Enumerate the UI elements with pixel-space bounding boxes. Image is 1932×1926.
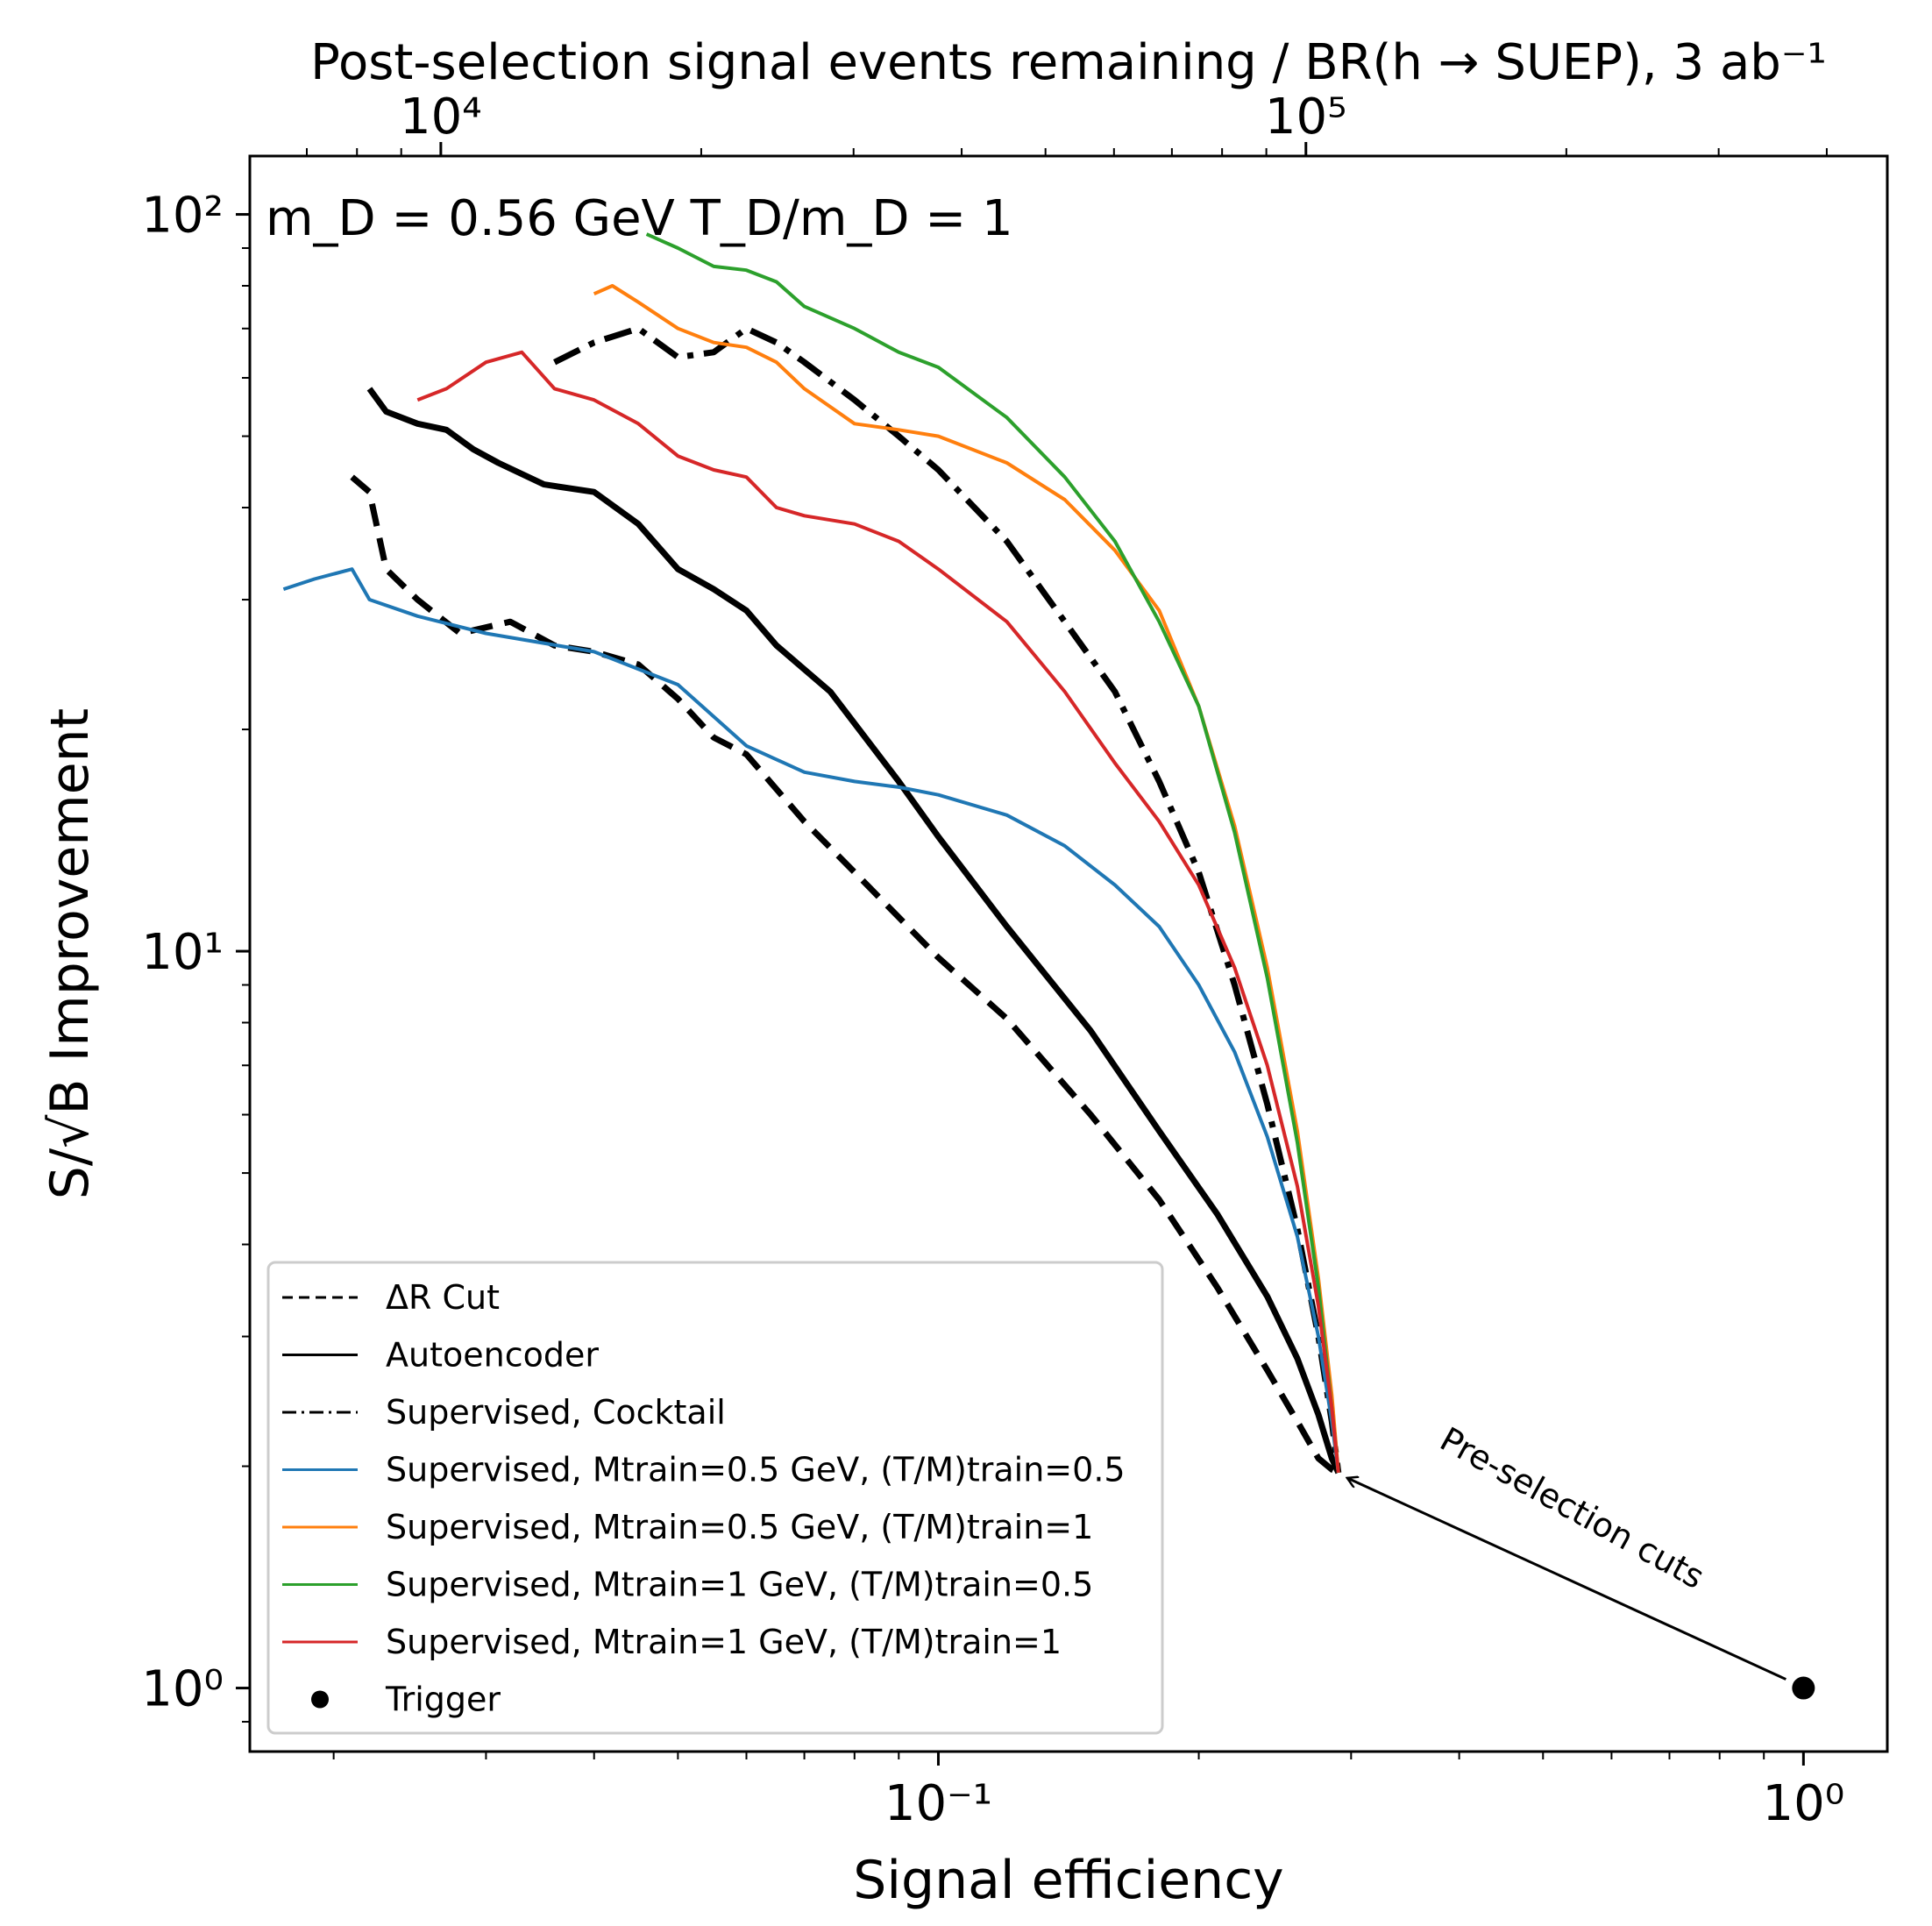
series-layer [282,232,1815,1700]
x-tick-label: 10⁰ [1762,1775,1844,1832]
plot-frame [248,154,1889,1753]
legend-label: Supervised, Mtrain=0.5 GeV, (T/M)train=1 [386,1508,1093,1546]
trigger-point [1792,1676,1815,1700]
legend-entry-7: Supervised, Mtrain=1 GeV, (T/M)train=1 [282,1623,1062,1661]
legend-label: Supervised, Mtrain=0.5 GeV, (T/M)train=0… [386,1451,1126,1489]
legend-label: Supervised, Mtrain=1 GeV, (T/M)train=0.5 [386,1566,1093,1604]
x-tick-label: 10⁻¹ [884,1775,992,1832]
legend-entry-2: Autoencoder [282,1336,599,1375]
legend-label: Supervised, Cocktail [386,1393,726,1432]
top-axis-title: Post-selection signal events remaining /… [310,34,1827,91]
series-line-6-supervised-mtrain-1-gev-t-m-train-0-5 [645,232,1340,1474]
x-axis-title: Signal efficiency [853,1850,1283,1911]
ticks-layer: 10⁻¹ 10⁰ 10⁰ 10¹ 10² 10⁴ 10⁵ [141,89,1844,1832]
legend-entry-4: Supervised, Mtrain=0.5 GeV, (T/M)train=0… [282,1451,1126,1489]
legend-entry-8: Trigger [311,1681,501,1719]
inset-label: m_D = 0.56 GeV T_D/m_D = 1 [266,190,1013,247]
top-tick-label: 10⁴ [400,89,482,146]
series-line-1-r-cut [350,474,1340,1476]
legend-entries: ΔR Cut Autoencoder Supervised, Cocktail Sup… [282,1278,1126,1719]
legend-entry-1: ΔR Cut [282,1278,500,1317]
legend-entry-3: Supervised, Cocktail [282,1393,726,1432]
legend-label: Supervised, Mtrain=1 GeV, (T/M)train=1 [386,1623,1062,1661]
y-tick-label: 10¹ [141,924,224,981]
top-tick-label: 10⁵ [1265,89,1347,146]
legend: ΔR Cut Autoencoder Supervised, Cocktail Sup… [266,1261,1164,1735]
legend-label: Autoencoder [386,1336,599,1375]
series-line-2-autoencoder [366,387,1341,1475]
series-line-3-supervised-cocktail [553,325,1342,1474]
y-tick-label: 10² [141,188,224,245]
y-tick-label: 10⁰ [141,1661,224,1718]
legend-label: Trigger [385,1681,501,1719]
legend-box [266,1261,1164,1735]
legend-marker [311,1690,329,1709]
legend-entry-6: Supervised, Mtrain=1 GeV, (T/M)train=0.5 [282,1566,1093,1604]
series-line-4-supervised-mtrain-0-5-gev-t-m-train-0-5 [282,567,1340,1474]
legend-label: ΔR Cut [386,1278,500,1317]
annotation-arrow [1347,1478,1786,1681]
legend-entry-5: Supervised, Mtrain=0.5 GeV, (T/M)train=1 [282,1508,1093,1546]
y-axis-title: S/√B Improvement [39,708,101,1199]
series-line-7-supervised-mtrain-1-gev-t-m-train-1 [416,350,1340,1474]
series-line-5-supervised-mtrain-0-5-gev-t-m-train-1 [593,284,1340,1474]
